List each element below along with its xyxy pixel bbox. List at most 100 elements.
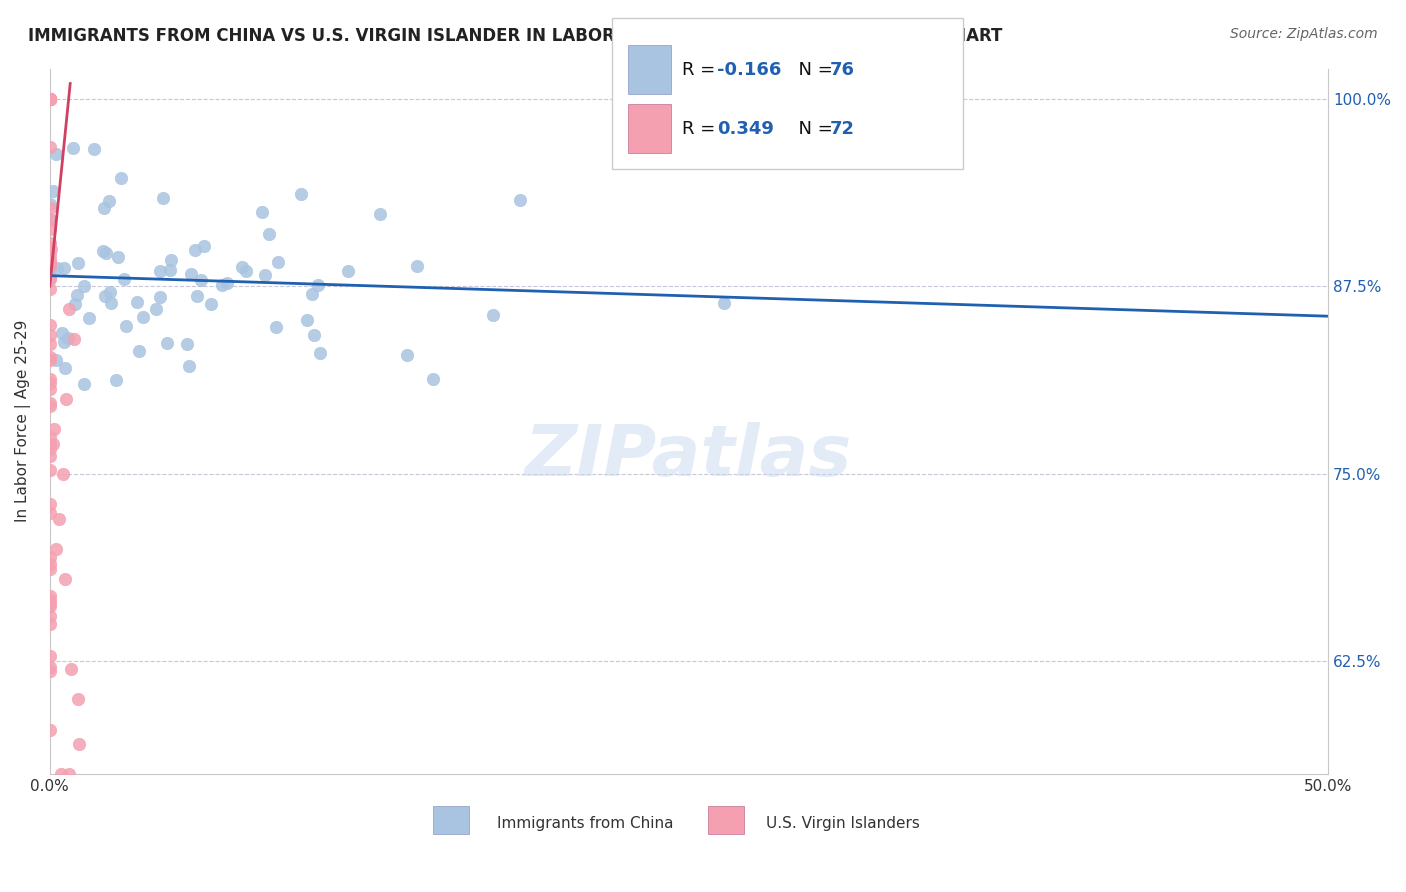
Point xyxy=(83,142,105,156)
Point xyxy=(39,271,62,285)
Point xyxy=(72,279,94,293)
Point xyxy=(105,372,128,386)
Point xyxy=(254,268,277,282)
Point xyxy=(97,194,120,209)
Point xyxy=(58,767,80,781)
Point xyxy=(38,442,60,456)
Point xyxy=(51,326,73,340)
Point xyxy=(67,692,90,706)
Point xyxy=(39,616,62,631)
Point xyxy=(38,91,60,105)
Point xyxy=(93,289,115,303)
Point xyxy=(73,377,96,392)
Point xyxy=(38,252,60,267)
Point xyxy=(63,297,86,311)
Point xyxy=(38,593,60,607)
Point xyxy=(38,254,60,268)
Point xyxy=(53,361,76,376)
Point xyxy=(38,376,60,390)
Point xyxy=(176,336,198,351)
Point xyxy=(110,171,132,186)
Point xyxy=(38,350,60,364)
Point xyxy=(38,318,60,333)
Point xyxy=(38,213,60,227)
Point xyxy=(295,313,318,327)
Text: Source: ZipAtlas.com: Source: ZipAtlas.com xyxy=(1230,27,1378,41)
Point xyxy=(257,227,280,242)
Point xyxy=(39,262,62,277)
Text: N =: N = xyxy=(787,120,839,138)
Point xyxy=(38,91,60,105)
Point xyxy=(145,302,167,317)
Point xyxy=(60,662,83,676)
Point xyxy=(159,263,181,277)
Point xyxy=(38,91,60,105)
Text: ZIPatlas: ZIPatlas xyxy=(526,422,852,491)
Point xyxy=(713,295,735,310)
Point xyxy=(180,267,202,281)
Point xyxy=(38,91,60,105)
Point xyxy=(190,273,212,287)
Point xyxy=(38,590,60,604)
Point xyxy=(307,277,329,292)
Point xyxy=(38,91,60,105)
Point xyxy=(98,285,121,299)
Point xyxy=(67,256,90,270)
Point xyxy=(62,141,84,155)
Point xyxy=(267,255,290,269)
Point xyxy=(77,311,100,326)
Point xyxy=(49,767,72,781)
Point xyxy=(115,318,138,333)
Point xyxy=(38,383,60,397)
Point xyxy=(179,359,201,373)
Point xyxy=(53,260,76,275)
Point xyxy=(38,597,60,611)
Point xyxy=(38,506,60,520)
Point xyxy=(38,648,60,663)
Point xyxy=(186,289,208,303)
Point xyxy=(211,277,233,292)
Point xyxy=(302,328,325,343)
Point xyxy=(152,191,174,205)
Text: N =: N = xyxy=(787,61,839,78)
Point xyxy=(149,290,172,304)
Point xyxy=(38,91,60,105)
Point xyxy=(42,422,65,436)
Point xyxy=(38,372,60,386)
Point xyxy=(38,91,60,105)
Point xyxy=(250,205,273,219)
Point xyxy=(290,186,312,201)
Point xyxy=(38,235,60,250)
Point xyxy=(93,201,115,215)
Point xyxy=(422,371,444,385)
Point xyxy=(309,346,332,360)
Point xyxy=(38,430,60,444)
Point xyxy=(38,201,60,215)
Point xyxy=(368,207,391,221)
Point xyxy=(38,497,60,511)
Text: U.S. Virgin Islanders: U.S. Virgin Islanders xyxy=(766,816,920,831)
Point xyxy=(38,328,60,343)
Point xyxy=(38,599,60,613)
Point xyxy=(52,467,75,481)
Point xyxy=(52,334,75,349)
Point xyxy=(264,319,287,334)
Text: 72: 72 xyxy=(830,120,855,138)
Point xyxy=(38,549,60,564)
Point xyxy=(38,91,60,105)
Point xyxy=(38,91,60,105)
Point xyxy=(396,348,419,362)
Point xyxy=(38,91,60,105)
Text: IMMIGRANTS FROM CHINA VS U.S. VIRGIN ISLANDER IN LABOR FORCE | AGE 25-29 CORRELA: IMMIGRANTS FROM CHINA VS U.S. VIRGIN ISL… xyxy=(28,27,1002,45)
Point xyxy=(45,541,67,556)
Point xyxy=(66,287,89,301)
Point xyxy=(38,438,60,452)
Point xyxy=(67,737,90,751)
Point xyxy=(38,664,60,678)
Point xyxy=(58,331,80,345)
Point xyxy=(38,211,60,226)
Point xyxy=(38,196,60,211)
Point xyxy=(160,252,183,267)
Point xyxy=(336,263,359,277)
Point xyxy=(38,723,60,737)
